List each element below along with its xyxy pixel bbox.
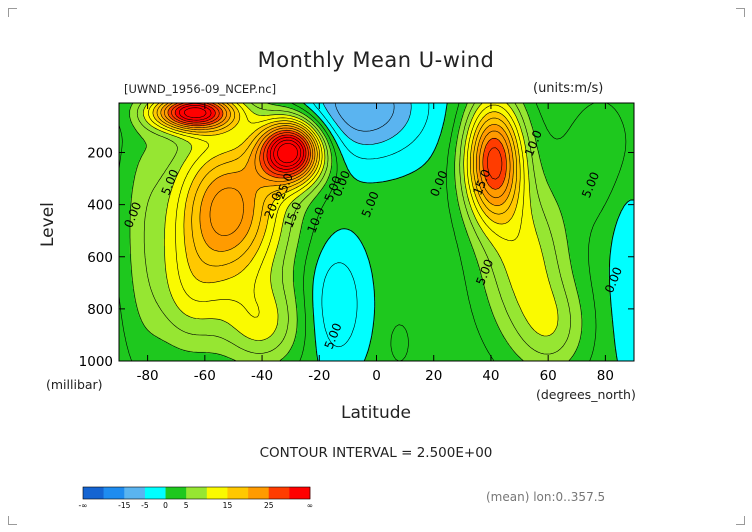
- contour-interval-note: CONTOUR INTERVAL = 2.500E+00: [259, 445, 493, 461]
- colorbar-label: ∞: [307, 501, 313, 510]
- contour-line: [152, 103, 521, 284]
- contour-line: [167, 103, 507, 190]
- contour-line: [178, 105, 304, 170]
- x-tick-label: -80: [137, 368, 159, 384]
- crop-mark-top-right: [736, 8, 745, 17]
- source-file-label: [UWND_1956-09_NCEP.nc]: [124, 82, 277, 96]
- contour-line: [183, 107, 302, 167]
- x-tick-label: 0: [372, 368, 381, 384]
- contour-line: [277, 143, 298, 164]
- contour-line: [143, 103, 559, 341]
- y-axis-units: (millibar): [46, 377, 103, 392]
- colorbar-swatch: [206, 487, 228, 499]
- colorbar-swatch: [103, 487, 125, 499]
- x-tick-label: 80: [597, 368, 614, 384]
- x-axis-label: Latitude: [341, 403, 411, 423]
- x-tick-label: 60: [540, 368, 557, 384]
- colorbar: -∞ -15 -5 0 5 15 25 ∞: [79, 486, 313, 510]
- crop-mark-bottom-right: [736, 516, 745, 525]
- colorbar-swatch: [227, 487, 249, 499]
- colorbar-swatch: [186, 487, 208, 499]
- units-label: (units:m/s): [533, 81, 604, 96]
- y-tick-label: 400: [87, 198, 113, 214]
- contour-line: [160, 103, 514, 252]
- contour-line: [174, 103, 307, 173]
- crop-mark-bottom-left: [8, 516, 17, 525]
- x-tick-label: 40: [482, 368, 499, 384]
- crop-mark-top-left: [8, 8, 17, 17]
- contour-line: [171, 103, 503, 180]
- x-axis-units: (degrees_north): [536, 387, 636, 402]
- contour-line: [312, 103, 430, 348]
- x-tick-label: -20: [308, 368, 330, 384]
- contour-line: [148, 103, 525, 318]
- x-tick-label: 20: [425, 368, 442, 384]
- contour-line: [334, 103, 395, 132]
- x-tick-label: -60: [194, 368, 216, 384]
- colorbar-label: -5: [141, 501, 149, 510]
- colorbar-swatch: [83, 487, 104, 499]
- colorbar-label: 0: [163, 501, 168, 510]
- colorbar-swatch: [124, 487, 146, 499]
- y-tick-label: 200: [87, 146, 113, 162]
- colorbar-label: -15: [118, 501, 130, 510]
- chart-title: Monthly Mean U-wind: [257, 48, 495, 72]
- contour-line: [164, 103, 511, 236]
- axes: -80 -60 -40 -20 0 20 40 60 80 200 400 600 800 1000: [79, 103, 634, 384]
- y-tick-label: 800: [87, 302, 113, 318]
- colorbar-frame: [82, 486, 311, 500]
- colorbar-label: 5: [184, 501, 189, 510]
- colorbar-swatch: [289, 487, 311, 499]
- colorbar-swatch: [165, 487, 187, 499]
- contour-line: [322, 103, 412, 145]
- averaging-note: (mean) lon:0..357.5: [486, 490, 606, 504]
- contour-line: [129, 103, 583, 361]
- colorbar-swatch: [268, 487, 290, 499]
- colorbar-label: -∞: [79, 501, 88, 510]
- contour-line: [156, 103, 517, 267]
- x-tick-label: -40: [251, 368, 273, 384]
- contour-line: [136, 103, 571, 355]
- colorbar-label: 15: [223, 501, 233, 510]
- y-tick-label: 600: [87, 250, 113, 266]
- colorbar-swatch: [144, 487, 166, 499]
- wind-field-heatmap: [119, 103, 634, 361]
- contour-line: [303, 103, 634, 361]
- colorbar-swatch: [248, 487, 270, 499]
- y-tick-label: 1000: [79, 354, 113, 370]
- colorbar-label: 25: [264, 501, 274, 510]
